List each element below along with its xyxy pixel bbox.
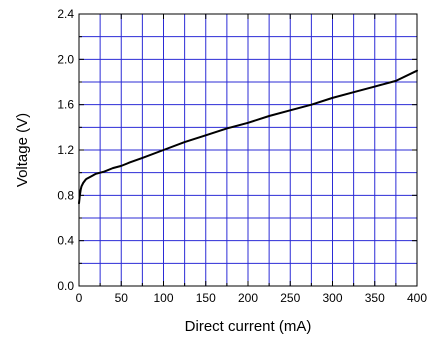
x-tick-label: 250 xyxy=(280,291,300,305)
grid xyxy=(79,14,417,286)
y-axis-label: Voltage (V) xyxy=(14,113,31,187)
x-tick-label: 200 xyxy=(238,291,258,305)
y-tick-label: 1.2 xyxy=(57,143,74,157)
series-layer xyxy=(78,69,418,205)
y-tick-label: 0.0 xyxy=(57,279,74,293)
x-tick-label: 150 xyxy=(196,291,216,305)
y-tick-label: 0.4 xyxy=(57,234,74,248)
plot-frame xyxy=(78,13,418,287)
y-tick-label: 2.0 xyxy=(57,52,74,66)
series-line xyxy=(78,69,418,205)
x-tick-label: 350 xyxy=(365,291,385,305)
y-tick-label: 2.4 xyxy=(57,7,74,21)
tick-labels: 0 50 100 150 200 250 300 350 400 0.0 0.4 0.8 1.2 1.6 2… xyxy=(57,7,427,305)
x-tick-label: 300 xyxy=(322,291,342,305)
axis-ticks xyxy=(78,13,418,287)
x-axis-label: Direct current (mA) xyxy=(185,318,312,335)
x-tick-label: 50 xyxy=(115,291,129,305)
y-tick-label: 0.8 xyxy=(57,188,74,202)
x-tick-label: 0 xyxy=(76,291,83,305)
x-tick-label: 100 xyxy=(153,291,173,305)
y-tick-label: 1.6 xyxy=(57,98,74,112)
x-tick-label: 400 xyxy=(407,291,427,305)
